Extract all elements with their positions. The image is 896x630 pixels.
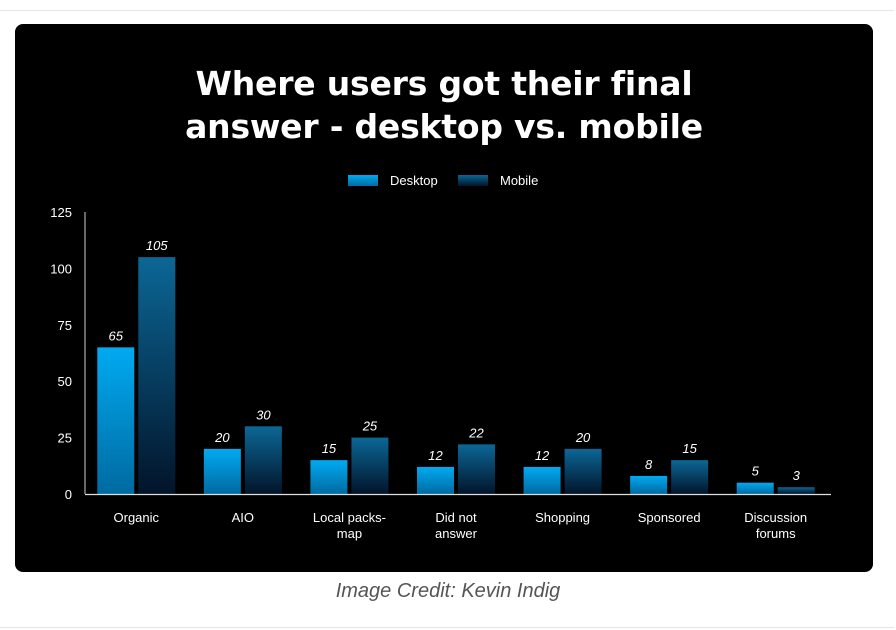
y-tick-label: 75 [58,318,72,333]
bar-mobile [351,437,389,494]
data-label-desktop: 15 [322,441,337,456]
chart-title: Where users got their final answer - des… [15,62,873,148]
x-axis: Organic AIO Local packs-map Did not answer Sh… [85,493,831,541]
content-frame [0,10,894,628]
x-tick-label: Shopping [535,510,590,525]
bar-mobile [671,460,709,494]
bar-mobile [564,448,602,494]
x-tick-label: Local packs-map [313,510,386,541]
bar-desktop [310,460,348,494]
x-tick-label: Sponsored [638,510,701,525]
data-label-desktop: 5 [752,464,760,479]
data-label-desktop: 65 [109,328,124,343]
x-tick-label: Did not answer [435,510,478,541]
chart-title-line-1: Where users got their final [195,64,693,103]
chart-legend: Desktop Mobile [348,173,538,188]
data-label-mobile: 15 [682,441,697,456]
legend-label-mobile: Mobile [500,173,538,188]
bar-desktop [203,448,241,494]
image-credit: Image Credit: Kevin Indig [335,580,561,602]
bar-mobile [777,487,815,494]
bar-desktop [630,475,668,494]
bars-group: 65 105 20 30 15 25 12 22 12 20 8 15 5 3 [97,238,815,494]
bar-mobile [138,257,176,494]
data-label-mobile: 105 [146,238,168,253]
x-tick-label: Discussion forums [744,510,807,541]
y-tick-label: 0 [65,487,72,502]
legend-swatch-mobile [458,175,488,186]
data-label-mobile: 25 [362,419,378,434]
data-label-mobile: 20 [575,430,591,445]
legend-label-desktop: Desktop [390,173,438,188]
y-tick-label: 100 [50,261,72,276]
legend-swatch-desktop [348,175,378,186]
y-tick-label: 125 [50,205,72,220]
bar-desktop [417,466,454,494]
data-label-desktop: 12 [428,448,443,463]
x-tick-label: AIO [232,510,254,525]
data-label-desktop: 20 [214,430,230,445]
data-label-mobile: 30 [256,407,271,422]
y-tick-label: 25 [58,431,72,446]
data-label-mobile: 22 [468,425,484,440]
x-tick-label: Organic [114,510,160,525]
data-label-desktop: 12 [535,448,550,463]
y-axis: 0 25 50 75 100 125 [50,205,86,502]
bar-desktop [523,466,561,494]
bar-desktop [97,347,135,494]
bar-mobile [458,444,495,494]
chart-title-line-2: answer - desktop vs. mobile [185,107,703,146]
chart-card: Where users got their final answer - des… [15,24,873,572]
bar-mobile [244,426,282,494]
y-tick-label: 50 [58,374,72,389]
data-label-mobile: 3 [793,468,801,483]
bar-desktop [736,482,774,494]
data-label-desktop: 8 [645,457,653,472]
